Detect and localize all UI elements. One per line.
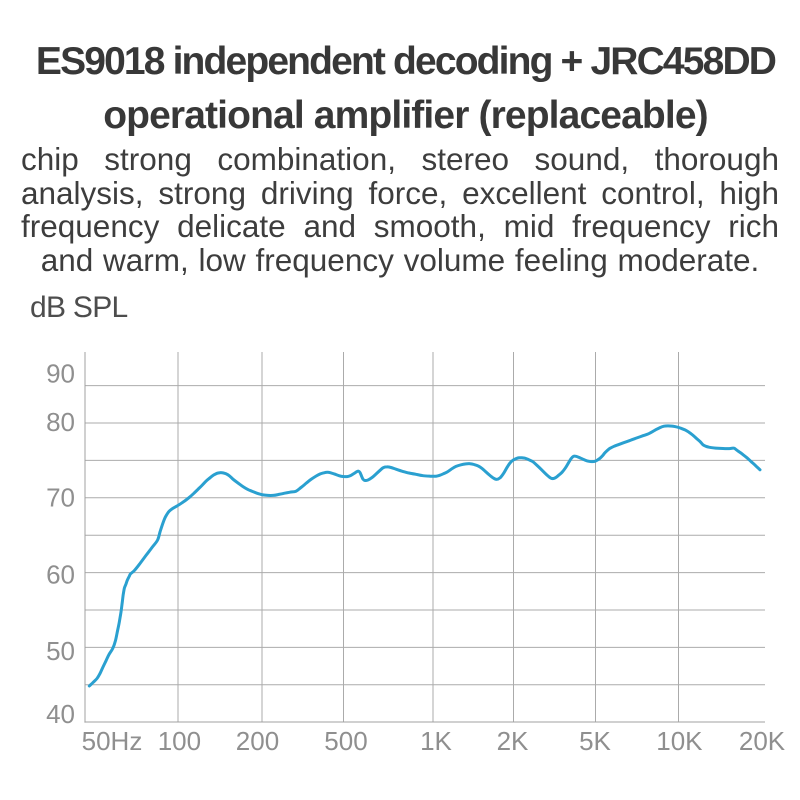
svg-text:5K: 5K [579, 726, 611, 756]
svg-text:80: 80 [46, 407, 75, 437]
svg-text:40: 40 [46, 699, 75, 729]
svg-text:200: 200 [236, 726, 279, 756]
svg-text:2K: 2K [497, 726, 529, 756]
svg-text:10K: 10K [656, 726, 703, 756]
svg-text:50Hz: 50Hz [82, 726, 143, 756]
svg-text:70: 70 [46, 483, 75, 513]
svg-text:500: 500 [324, 726, 367, 756]
svg-text:60: 60 [46, 560, 75, 590]
svg-text:1K: 1K [420, 726, 452, 756]
svg-text:50: 50 [46, 636, 75, 666]
svg-text:100: 100 [158, 726, 201, 756]
svg-text:90: 90 [46, 359, 75, 389]
svg-text:20K: 20K [739, 726, 786, 756]
